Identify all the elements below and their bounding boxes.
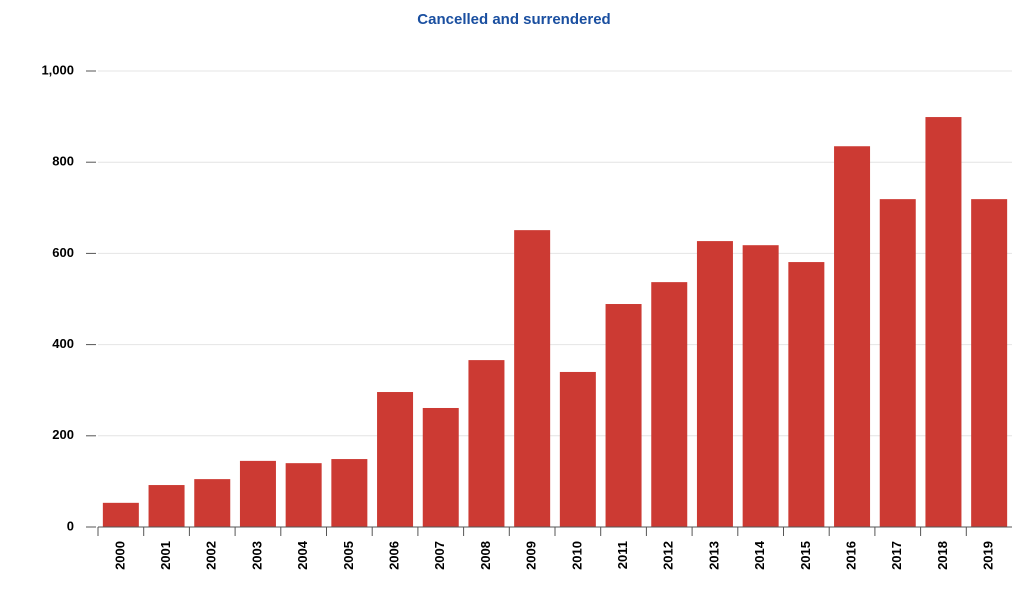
bar: [605, 304, 642, 527]
x-tick-label: 2000: [112, 541, 127, 570]
bar: [879, 199, 916, 528]
y-tick-label: 0: [67, 518, 74, 533]
bar: [696, 241, 733, 527]
x-tick-label: 2003: [249, 541, 264, 570]
bar: [239, 460, 276, 527]
bar: [422, 407, 459, 527]
y-tick-label: 800: [52, 154, 74, 169]
bar: [331, 459, 368, 527]
bar: [788, 262, 825, 527]
bar: [971, 199, 1008, 528]
x-tick-label: 2015: [798, 541, 813, 570]
x-tick-label: 2005: [341, 541, 356, 570]
bar: [468, 360, 505, 527]
x-tick-label: 2018: [935, 541, 950, 570]
bar: [285, 463, 322, 527]
bar: [377, 392, 414, 527]
bar: [834, 146, 871, 528]
x-tick-label: 2008: [478, 541, 493, 570]
y-tick-label: 400: [52, 336, 74, 351]
bar: [559, 371, 596, 527]
x-tick-label: 2016: [843, 541, 858, 570]
x-tick-label: 2004: [295, 540, 310, 570]
bar: [651, 282, 688, 527]
x-tick-label: 2009: [524, 541, 539, 570]
bar: [148, 485, 185, 527]
x-tick-label: 2002: [204, 541, 219, 570]
bar: [925, 117, 962, 527]
x-tick-label: 2007: [432, 541, 447, 570]
x-tick-label: 2006: [386, 541, 401, 570]
x-tick-label: 2017: [889, 541, 904, 570]
bar: [514, 230, 551, 528]
bar: [742, 245, 779, 527]
x-tick-label: 2011: [615, 541, 630, 569]
chart-title: Cancelled and surrendered: [417, 11, 610, 28]
y-tick-label: 1,000: [41, 62, 74, 77]
y-tick-label: 600: [52, 245, 74, 260]
bar: [194, 479, 231, 527]
x-tick-label: 2010: [569, 541, 584, 570]
x-tick-label: 2019: [981, 541, 996, 570]
x-tick-label: 2001: [158, 541, 173, 570]
y-tick-label: 200: [52, 427, 74, 442]
x-tick-label: 2014: [752, 540, 767, 570]
x-tick-label: 2013: [706, 541, 721, 570]
bar: [102, 502, 139, 527]
x-tick-label: 2012: [661, 541, 676, 570]
